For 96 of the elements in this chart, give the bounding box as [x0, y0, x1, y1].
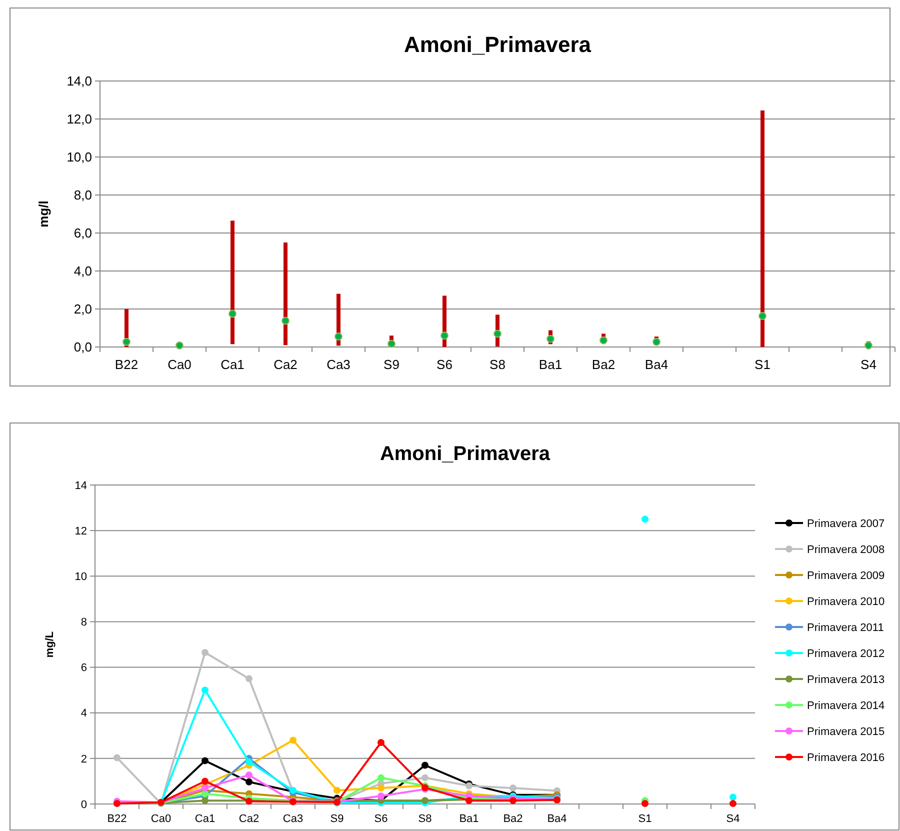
x-tick-label: Ba1 [538, 357, 562, 372]
y-tick-label: 6 [80, 662, 87, 674]
x-tick-label: Ca1 [220, 357, 244, 372]
x-tick-label: Ba1 [459, 813, 479, 825]
point [600, 336, 608, 344]
x-tick-label: Ca1 [194, 813, 216, 825]
x-tick-label: S4 [860, 357, 876, 372]
x-tick-label: Ca0 [168, 357, 192, 372]
y-axis-title: mg/l [36, 200, 51, 228]
x-tick-label: Ba4 [644, 357, 668, 372]
y-tick-label: 6,0 [74, 226, 92, 241]
y-tick-label: 14 [74, 480, 87, 492]
legend-label: Primavera 2011 [807, 622, 884, 634]
point [510, 784, 516, 792]
bar [284, 242, 288, 346]
x-tick-label: S9 [330, 813, 344, 825]
point [202, 686, 208, 694]
point [378, 738, 384, 746]
x-tick-label: Ca3 [326, 357, 350, 372]
legend-label: Primavera 2010 [807, 596, 885, 608]
point [282, 316, 290, 325]
x-tick-label: Ba2 [503, 813, 523, 825]
point [422, 774, 428, 782]
legend-label: Primavera 2014 [807, 700, 885, 712]
x-tick-label: Ca0 [150, 813, 172, 825]
bar [760, 110, 764, 347]
x-tick-label: S8 [418, 813, 432, 825]
point [202, 790, 208, 798]
legend-label: Primavera 2007 [807, 518, 885, 530]
y-tick-label: 8,0 [74, 188, 92, 203]
chart-title: Amoni_Primavera [380, 443, 551, 465]
x-tick-label: S1 [638, 813, 652, 825]
point [864, 341, 872, 350]
point [546, 334, 554, 343]
legend-label: Primavera 2015 [807, 726, 885, 738]
x-tick-label: Ca3 [282, 813, 304, 825]
y-tick-label: 4,0 [74, 264, 92, 279]
point [122, 338, 130, 346]
point [246, 758, 252, 766]
point [494, 330, 502, 338]
legend-label: Primavera 2008 [807, 544, 885, 556]
point [202, 648, 208, 656]
point [642, 800, 648, 808]
point [440, 332, 448, 340]
point [652, 338, 660, 346]
y-tick-label: 0,0 [74, 340, 92, 355]
point [758, 312, 766, 320]
point [246, 778, 252, 786]
point [642, 516, 648, 523]
y-axis-title: mg/L [44, 631, 56, 658]
y-tick-label: 2,0 [74, 302, 92, 317]
x-tick-label: B22 [107, 813, 127, 825]
point [114, 754, 120, 762]
y-tick-label: 10 [74, 570, 87, 583]
point [422, 762, 428, 769]
point [378, 784, 384, 792]
y-tick-label: 10,0 [66, 150, 92, 165]
x-tick-label: B22 [114, 357, 138, 372]
x-tick-label: S4 [726, 813, 740, 825]
point [378, 774, 384, 782]
point [334, 332, 342, 341]
y-tick-label: 8 [80, 616, 87, 629]
x-tick-label: S1 [754, 357, 770, 372]
point [202, 797, 208, 804]
point [290, 736, 296, 744]
bar [230, 220, 234, 344]
legend-label: Primavera 2012 [807, 648, 885, 660]
legend-label: Primavera 2013 [807, 674, 885, 686]
point [202, 757, 208, 764]
y-tick-label: 14,0 [66, 74, 92, 89]
y-tick-label: 2 [80, 753, 87, 766]
point [730, 794, 736, 801]
x-tick-label: S6 [436, 357, 452, 372]
point [246, 772, 252, 779]
legend-label: Primavera 2016 [807, 752, 885, 764]
point [176, 341, 184, 350]
x-tick-label: Ca2 [238, 813, 260, 825]
point [334, 786, 340, 794]
y-tick-label: 0 [80, 798, 87, 811]
chart-title: Amoni_Primavera [404, 32, 592, 57]
x-tick-label: Ca2 [274, 357, 298, 372]
x-tick-label: S6 [374, 813, 388, 825]
x-tick-label: Ba2 [592, 357, 616, 372]
point [228, 310, 236, 318]
y-tick-label: 12,0 [66, 112, 92, 127]
point [202, 778, 208, 785]
x-tick-label: S8 [490, 357, 506, 372]
y-tick-label: 4 [80, 708, 87, 720]
point [730, 800, 736, 808]
point [246, 675, 252, 682]
x-tick-label: S9 [384, 357, 400, 372]
point [378, 792, 384, 800]
x-tick-label: Ba4 [547, 813, 567, 825]
point [388, 340, 396, 348]
legend-label: Primavera 2009 [807, 570, 885, 582]
y-tick-label: 12 [74, 525, 87, 538]
